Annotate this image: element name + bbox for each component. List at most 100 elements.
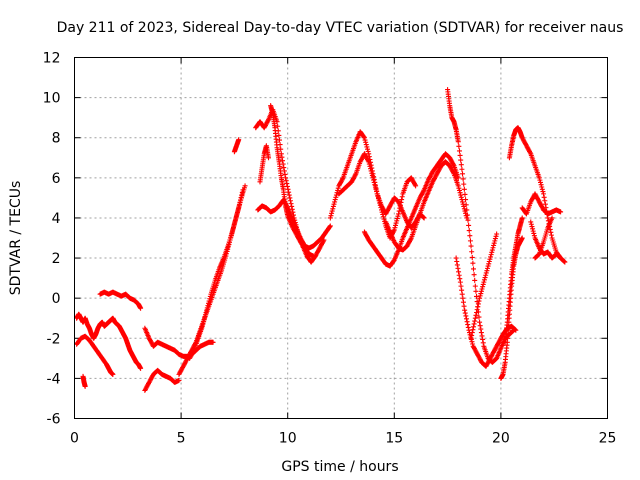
y-tick-label: 12 [43, 51, 61, 67]
data-point [204, 307, 210, 313]
series-trace-24 [519, 191, 564, 217]
series-trace-22 [502, 215, 525, 345]
data-point [472, 283, 478, 289]
data-point [276, 132, 282, 138]
data-point [460, 201, 466, 207]
data-point [478, 326, 484, 332]
data-point [207, 293, 213, 299]
data-point [458, 283, 464, 289]
series-trace-12 [257, 143, 272, 185]
data-point [232, 218, 238, 224]
data-point [282, 171, 288, 177]
data-point [235, 208, 241, 214]
data-point [393, 220, 399, 226]
data-point [288, 201, 294, 207]
data-point [330, 206, 336, 212]
data-point [290, 209, 296, 215]
data-point [393, 222, 399, 228]
data-point [413, 183, 419, 189]
data-point [458, 157, 464, 163]
data-point [536, 175, 542, 181]
y-tick-label: -6 [47, 412, 61, 428]
data-point [480, 284, 486, 290]
data-point [283, 178, 289, 184]
data-point [283, 175, 289, 181]
data-point [479, 333, 485, 339]
data-point [453, 255, 459, 261]
data-point [234, 213, 240, 219]
data-point [477, 293, 483, 299]
data-point [366, 161, 372, 167]
data-point [474, 293, 480, 299]
data-point [472, 315, 478, 321]
data-point [513, 327, 519, 333]
data-point [207, 296, 213, 302]
data-point [332, 197, 338, 203]
data-point [374, 189, 380, 195]
data-point [457, 276, 463, 282]
data-point [206, 298, 212, 304]
data-point [361, 134, 367, 140]
data-point [539, 184, 545, 190]
data-point [462, 191, 468, 197]
data-point [286, 189, 292, 195]
series-trace-11 [253, 107, 327, 265]
series-trace-14 [327, 129, 419, 241]
data-point [204, 305, 210, 311]
data-point [548, 232, 554, 238]
data-point [457, 190, 463, 196]
y-tick-label: -2 [47, 331, 61, 347]
data-point [537, 179, 543, 185]
data-point [366, 159, 372, 165]
data-point [399, 197, 405, 203]
y-axis-label: SDTVAR / TECUs [8, 181, 24, 296]
data-point [486, 258, 492, 264]
series-trace-2 [74, 333, 116, 377]
axis-ticks [74, 57, 608, 419]
data-point [558, 209, 564, 215]
data-point [399, 194, 405, 200]
data-point [335, 185, 341, 191]
data-point [470, 260, 476, 266]
data-point [464, 319, 470, 325]
data-point [469, 339, 475, 345]
data-point [478, 330, 484, 336]
data-point [459, 291, 465, 297]
data-point [531, 233, 537, 239]
data-point [467, 233, 473, 239]
series-trace-9 [231, 137, 242, 155]
y-tick-label: 6 [52, 171, 61, 187]
data-point [460, 295, 466, 301]
data-point [373, 186, 379, 192]
data-point [487, 256, 493, 262]
x-tick-label: 5 [177, 431, 186, 447]
data-point [478, 291, 484, 297]
data-point [465, 324, 471, 330]
data-point [285, 186, 291, 192]
data-point [476, 314, 482, 320]
data-point [460, 171, 466, 177]
data-point [292, 217, 298, 223]
data-point [289, 203, 295, 209]
series-trace-15 [336, 151, 427, 231]
data-point [310, 253, 316, 259]
data-point [465, 217, 471, 223]
data-point [391, 227, 397, 233]
series-trace-26 [532, 215, 555, 261]
y-tick-label: 0 [52, 291, 61, 307]
data-point [491, 242, 497, 248]
data-point [458, 192, 464, 198]
data-point [138, 365, 144, 371]
data-point [488, 254, 494, 260]
data-point [229, 229, 235, 235]
data-point [519, 235, 525, 241]
data-point [205, 303, 211, 309]
data-point [455, 183, 461, 189]
data-point [332, 199, 338, 205]
data-point [362, 137, 368, 143]
data-point [235, 206, 241, 212]
x-tick-label: 0 [70, 431, 79, 447]
data-point [480, 340, 486, 346]
data-point [512, 327, 518, 333]
